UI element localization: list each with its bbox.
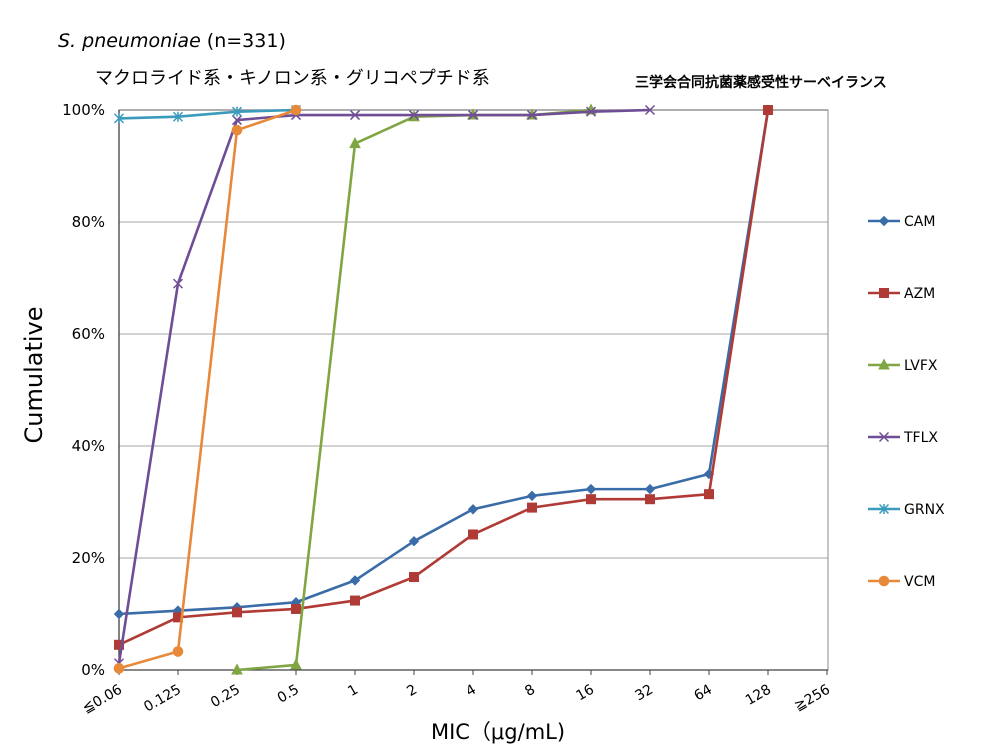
x-tick-label: 2 bbox=[404, 682, 420, 700]
data-point bbox=[467, 110, 479, 121]
legend-marker bbox=[878, 358, 890, 370]
legend-marker bbox=[878, 215, 890, 227]
data-point bbox=[231, 124, 243, 136]
data-point bbox=[113, 113, 125, 124]
data-point bbox=[409, 572, 419, 583]
organism-name: S. pneumoniae bbox=[58, 30, 201, 52]
data-point bbox=[467, 504, 479, 515]
series-tflx bbox=[113, 104, 656, 669]
x-tick-label: 16 bbox=[574, 682, 598, 705]
y-tick-label: 60% bbox=[72, 325, 105, 343]
x-tick-label: 0.5 bbox=[275, 682, 302, 707]
legend-item-tflx: TFLX bbox=[868, 430, 938, 446]
series-vcm bbox=[113, 104, 302, 674]
data-point bbox=[704, 489, 714, 500]
legend-item-azm: AZM bbox=[868, 286, 935, 302]
tick-labels: 0% 20% 40% 60% 80% 100% ≦0.06 0.125 0.25 0.5 1 2 4 8 1… bbox=[62, 101, 833, 717]
data-point bbox=[231, 663, 243, 675]
legend-marker bbox=[878, 503, 890, 515]
data-point bbox=[349, 110, 361, 121]
series-line bbox=[118, 109, 770, 616]
data-point bbox=[290, 658, 302, 670]
x-tick-label: 4 bbox=[463, 682, 479, 700]
data-point bbox=[290, 104, 302, 116]
data-point bbox=[291, 603, 301, 614]
legend-item-lvfx: LVFX bbox=[868, 358, 938, 374]
series-line bbox=[118, 108, 297, 120]
legend-label: AZM bbox=[904, 286, 935, 302]
source-label: 三学会合同抗菌薬感受性サーベイランス bbox=[635, 75, 887, 91]
series-grnx bbox=[113, 104, 302, 124]
data-point bbox=[113, 608, 125, 620]
series-lines bbox=[113, 103, 774, 675]
x-tick-label: ≦0.06 bbox=[80, 682, 125, 717]
series-line bbox=[236, 108, 592, 672]
x-tick-label: 32 bbox=[633, 682, 656, 705]
y-tick-label: 100% bbox=[62, 101, 105, 119]
data-point bbox=[172, 111, 184, 122]
legend-label: TFLX bbox=[903, 430, 938, 446]
series-line bbox=[118, 109, 770, 646]
legend-label: GRNX bbox=[904, 502, 945, 518]
y-axis-title: Cumulative bbox=[20, 307, 48, 444]
data-point bbox=[585, 483, 597, 495]
x-tick-label: 0.125 bbox=[141, 682, 184, 716]
data-point bbox=[231, 115, 243, 126]
data-point bbox=[468, 529, 478, 540]
data-point bbox=[349, 137, 361, 149]
data-point bbox=[585, 106, 597, 117]
data-point bbox=[232, 607, 242, 618]
organism-label: S. pneumoniae (n=331) bbox=[58, 30, 286, 52]
series-lvfx bbox=[231, 103, 597, 675]
legend-item-cam: CAM bbox=[868, 214, 935, 230]
legend-label: VCM bbox=[904, 574, 935, 590]
series-line bbox=[117, 108, 651, 664]
data-point bbox=[644, 104, 656, 116]
series-line bbox=[118, 108, 297, 670]
x-tick-label: ≧256 bbox=[792, 682, 833, 715]
data-point bbox=[644, 483, 656, 495]
x-tick-label: 8 bbox=[522, 682, 538, 700]
data-point bbox=[231, 106, 243, 117]
data-point bbox=[763, 105, 773, 115]
data-point bbox=[114, 639, 124, 650]
data-point bbox=[350, 595, 360, 606]
sample-size: (n=331) bbox=[200, 30, 286, 52]
data-point bbox=[113, 663, 125, 674]
y-tick-label: 0% bbox=[81, 661, 105, 679]
x-tick-label: 0.25 bbox=[208, 682, 243, 711]
x-tick-label: 128 bbox=[743, 682, 774, 709]
chart-subtitle: マクロライド系・キノロン系・グリコペプチド系 bbox=[95, 68, 490, 89]
x-axis-title: MIC（μg/mL) bbox=[431, 720, 565, 744]
legend-label: LVFX bbox=[904, 358, 938, 374]
series-azm bbox=[114, 105, 773, 650]
data-point bbox=[408, 110, 420, 121]
data-point bbox=[586, 494, 596, 505]
legend-marker bbox=[879, 288, 889, 298]
y-tick-label: 80% bbox=[72, 213, 105, 231]
x-tick-label: 64 bbox=[692, 682, 716, 705]
legend-label: CAM bbox=[904, 214, 935, 230]
data-point bbox=[526, 490, 538, 502]
data-point bbox=[526, 110, 538, 121]
data-point bbox=[349, 575, 361, 586]
data-point bbox=[527, 502, 537, 513]
x-tick-label: 1 bbox=[345, 682, 361, 700]
y-tick-label: 40% bbox=[72, 437, 105, 455]
y-tick-label: 20% bbox=[72, 549, 105, 567]
grid-lines bbox=[119, 109, 828, 559]
legend-marker bbox=[878, 431, 890, 443]
data-point bbox=[172, 646, 184, 657]
legend-marker bbox=[878, 575, 890, 587]
legend-item-vcm: VCM bbox=[868, 574, 935, 590]
data-point bbox=[408, 535, 420, 547]
legend-item-grnx: GRNX bbox=[868, 502, 945, 518]
data-point bbox=[172, 278, 184, 289]
data-point bbox=[645, 494, 655, 505]
legend: CAM AZM LVFX TFLX GRNX VCM bbox=[868, 214, 945, 590]
